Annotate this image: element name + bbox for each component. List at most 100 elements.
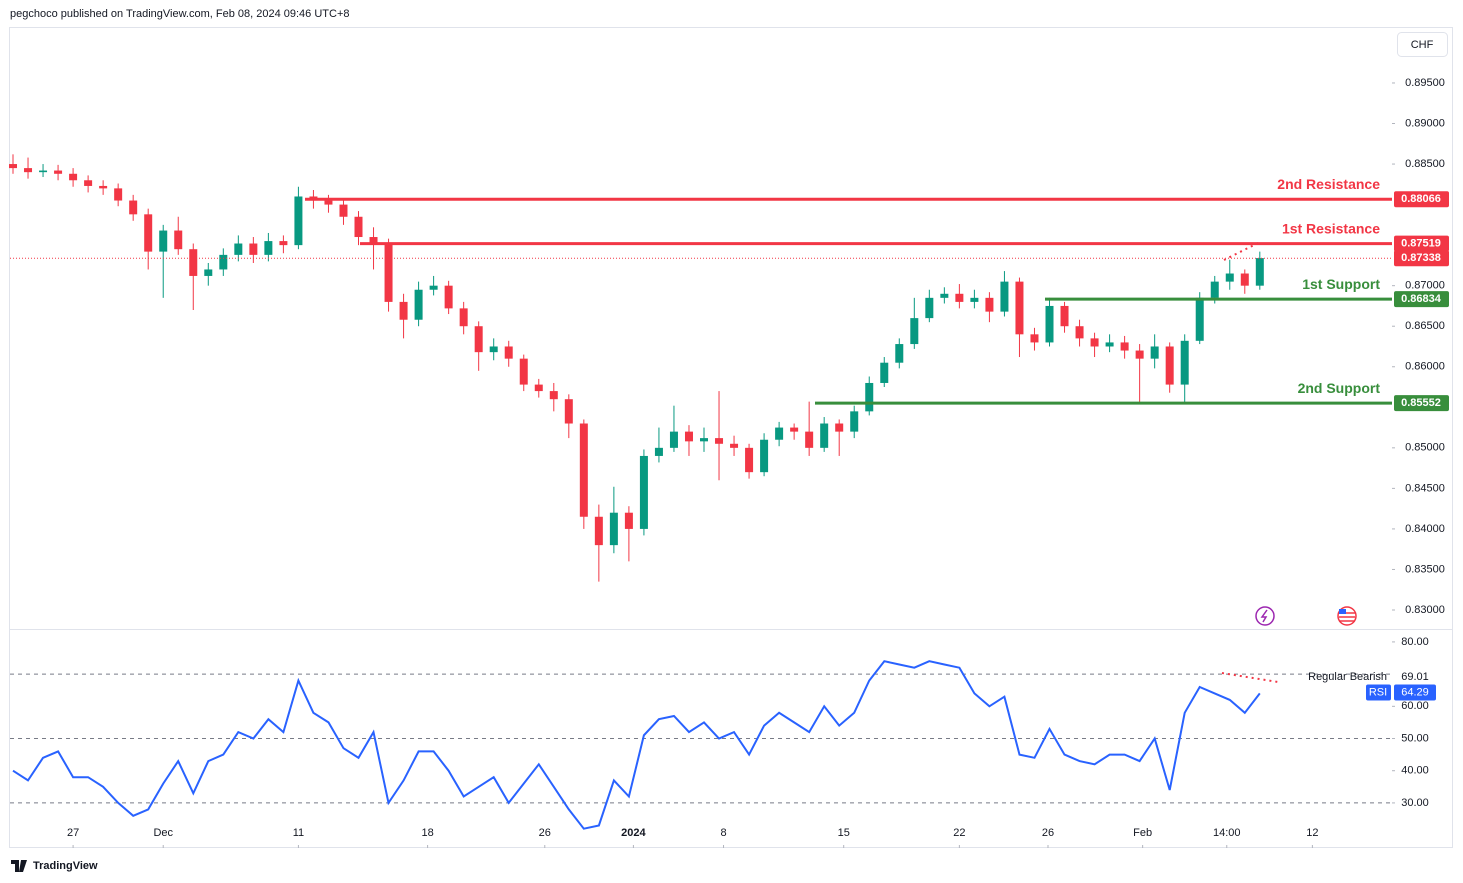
y-tick-label: 0.87000 [1405, 280, 1445, 292]
candle-body [564, 399, 573, 424]
candle-body [9, 164, 18, 169]
divergence-value: 69.01 [1401, 671, 1429, 683]
candle-body [730, 443, 739, 448]
level-label: 1st Resistance [1282, 220, 1380, 236]
candle-body [129, 200, 138, 215]
candle-body [955, 293, 964, 302]
level-label: 2nd Resistance [1277, 176, 1380, 192]
candle-body [429, 285, 438, 290]
candle-body [684, 431, 693, 442]
currency-button[interactable] [1397, 32, 1448, 57]
candle-body [384, 243, 393, 302]
candle-body [489, 346, 498, 353]
candle-body [459, 308, 468, 327]
candle-body [579, 423, 588, 517]
candle-body [1045, 305, 1054, 343]
candle-body [144, 214, 153, 252]
candle-body [1105, 342, 1114, 347]
candle-body [940, 293, 949, 298]
candle-body [745, 447, 754, 473]
brand-name: TradingView [33, 860, 98, 872]
flag-icon-canton [1339, 609, 1346, 614]
rsi-name-box [1366, 684, 1391, 701]
candle-body [1015, 281, 1024, 335]
y-tick-label: 0.83500 [1405, 563, 1445, 575]
candle-body [1000, 281, 1009, 312]
y-tick-label: 0.86500 [1405, 320, 1445, 332]
candle-body [1225, 273, 1234, 282]
candle-body [234, 243, 243, 255]
rsi-tick-label: 60.00 [1401, 700, 1429, 712]
candle-body [249, 243, 258, 255]
level-price-box [1394, 235, 1449, 252]
price-pane: 0.89500 0.89000 0.88500 0.87000 0.86500 0.860… [9, 77, 1449, 616]
y-tick-label: 0.89000 [1405, 117, 1445, 129]
x-tick-label: 27 [67, 827, 79, 839]
x-tick-label: 18 [421, 827, 433, 839]
y-tick-label: 0.83000 [1405, 604, 1445, 616]
candle-body [84, 180, 93, 186]
candle-body [204, 269, 213, 276]
level-price-label: 0.86834 [1401, 293, 1442, 305]
level-price-label: 0.87519 [1401, 238, 1441, 250]
x-tick-label: 11 [293, 827, 304, 839]
candle-body [1135, 350, 1144, 359]
candle-body [865, 382, 874, 412]
level-price-label: 0.88066 [1401, 193, 1441, 205]
candle-body [805, 431, 814, 448]
x-tick-label: 2024 [621, 827, 646, 839]
rsi-tick-label: 30.00 [1401, 797, 1429, 809]
x-tick-label: 26 [1042, 827, 1054, 839]
candle-body [970, 297, 979, 302]
candle-body [444, 285, 453, 309]
y-tick-label: 0.86000 [1405, 361, 1445, 373]
candle-body [609, 512, 618, 546]
candle-body [594, 516, 603, 546]
x-tick-label: 14:00 [1213, 827, 1241, 839]
candle-body [835, 423, 844, 432]
candle-body [39, 170, 48, 173]
candle-body [1120, 342, 1129, 351]
attribution: pegchoco published on TradingView.com, F… [10, 8, 350, 20]
candle-body [1210, 281, 1219, 298]
candle-body [1060, 305, 1069, 327]
divergence-label: Regular Bearish [1308, 671, 1387, 683]
candle-body [1195, 297, 1204, 341]
candle-body [775, 427, 784, 440]
event-icon[interactable] [1255, 606, 1275, 626]
candle-body [654, 447, 663, 456]
y-tick-label: 0.88500 [1405, 158, 1445, 170]
candle-body [925, 297, 934, 319]
rsi-tick-label: 80.00 [1401, 636, 1429, 648]
candle-body [1030, 334, 1039, 343]
x-tick-label: 15 [838, 827, 850, 839]
candle-body [850, 411, 859, 432]
x-tick-label: 26 [539, 827, 551, 839]
rsi-pane: 27 Dec 11 18 26 2024 8 15 22 26 Feb 14:00 12 80.00 60.… [10, 636, 1436, 848]
candle-body [114, 188, 123, 201]
y-tick-label: 0.89500 [1405, 77, 1445, 89]
rsi-tick-label: 40.00 [1401, 765, 1429, 777]
candle-body [474, 326, 483, 353]
candle-body [414, 289, 423, 320]
candle-body [910, 318, 919, 345]
candle-body [159, 230, 168, 252]
x-tick-label: 8 [720, 827, 726, 839]
level-price-box [1394, 291, 1449, 308]
candle-body [279, 241, 288, 246]
level-label: 1st Support [1302, 276, 1380, 292]
x-tick-label: Feb [1133, 827, 1152, 839]
chart-frame [9, 27, 1453, 848]
candle-body [324, 200, 333, 205]
candle-body [189, 249, 198, 276]
candle-body [1180, 340, 1189, 385]
candle-body [69, 173, 78, 181]
brand-logo [11, 860, 27, 872]
level-price-box [1394, 191, 1449, 208]
candle-body [54, 170, 63, 174]
candle-body [1150, 346, 1159, 359]
y-tick-label: 0.85000 [1405, 442, 1445, 454]
candle-body [99, 185, 108, 189]
x-tick-label: 22 [953, 827, 965, 839]
